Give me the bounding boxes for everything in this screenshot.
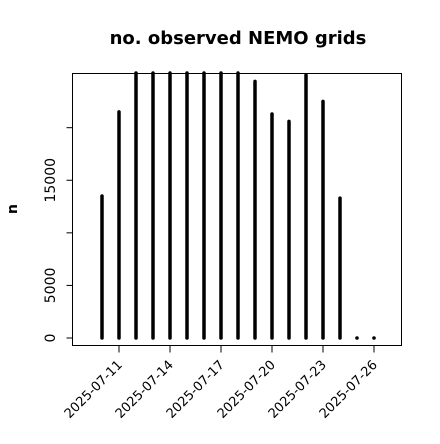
y-tick-label: 5000 (43, 268, 59, 304)
bar (355, 336, 359, 340)
bar-series (100, 71, 376, 340)
x-axis: 2025-07-112025-07-142025-07-172025-07-20… (62, 345, 381, 422)
chart-title: no. observed NEMO grids (110, 28, 367, 49)
y-axis: 0 5000 15000 (43, 127, 73, 343)
bar (372, 336, 376, 340)
y-tick-label: 15000 (43, 158, 59, 203)
y-axis-label: n (5, 204, 21, 214)
y-tick-label: 0 (43, 334, 59, 343)
